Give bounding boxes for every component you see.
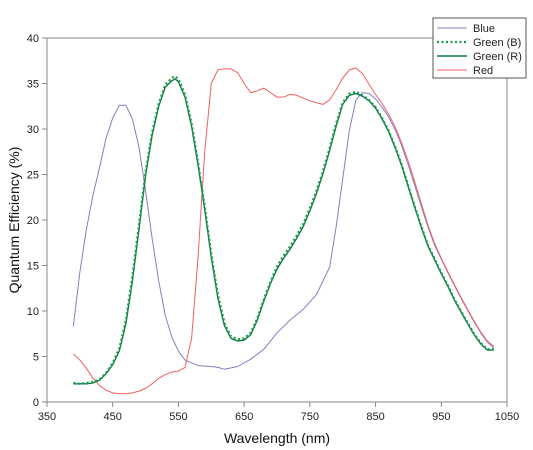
series-layer (72, 67, 495, 395)
y-tick-label: 20 (27, 215, 39, 227)
y-axis-title: Quantum Efficiency (%) (6, 147, 22, 294)
y-tick-label: 25 (27, 170, 39, 182)
series-line-red (72, 67, 495, 395)
y-tick-label: 40 (27, 33, 39, 45)
y-tick-label: 10 (27, 306, 39, 318)
x-axis-ticks: 350 450 550 650 750 850 950 1050 (38, 402, 519, 423)
legend-label: Blue (473, 23, 495, 35)
x-axis-title: Wavelength (nm) (224, 430, 330, 446)
y-tick-label: 15 (27, 261, 39, 273)
y-tick-label: 5 (33, 352, 39, 364)
x-tick-label: 750 (301, 411, 319, 423)
y-tick-label: 0 (33, 397, 39, 409)
legend-label: Green (B) (473, 37, 521, 49)
x-tick-label: 650 (235, 411, 253, 423)
x-tick-label: 850 (366, 411, 384, 423)
y-tick-label: 35 (27, 79, 39, 91)
series-line-blue (72, 92, 495, 370)
legend-label: Green (R) (473, 51, 522, 63)
x-tick-label: 550 (169, 411, 187, 423)
y-tick-label: 30 (27, 124, 39, 136)
legend: Blue Green (B) Green (R) Red (432, 17, 527, 79)
legend-label: Red (473, 65, 493, 77)
x-tick-label: 950 (432, 411, 450, 423)
x-tick-label: 1050 (495, 411, 519, 423)
x-tick-label: 450 (104, 411, 122, 423)
x-tick-label: 350 (38, 411, 56, 423)
y-axis-ticks: 0 5 10 15 20 25 30 35 40 (27, 33, 47, 409)
